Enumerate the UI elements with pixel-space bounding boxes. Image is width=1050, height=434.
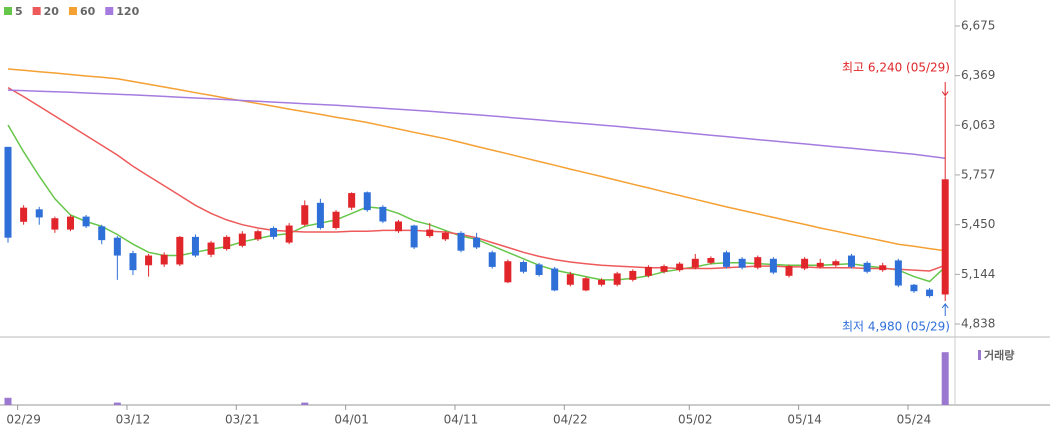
candle-body xyxy=(238,233,246,246)
candle-body xyxy=(566,274,574,285)
candle-body xyxy=(207,242,215,255)
candle-body xyxy=(863,262,871,272)
candle-body xyxy=(176,236,184,265)
y-tick-label: 5,450 xyxy=(961,217,995,231)
candle-body xyxy=(785,266,793,276)
legend-swatch xyxy=(105,7,114,15)
candle-body xyxy=(145,255,153,266)
candle-body xyxy=(441,232,449,240)
volume-bar xyxy=(4,397,12,405)
candle-body xyxy=(473,237,481,248)
candle-body xyxy=(613,273,621,285)
legend-label: 60 xyxy=(80,5,96,18)
candle-body xyxy=(801,258,809,269)
candle-body xyxy=(754,257,762,268)
y-tick-label: 5,144 xyxy=(961,267,995,281)
candle-body xyxy=(691,258,699,268)
y-tick-label: 6,369 xyxy=(961,68,995,82)
candle-body xyxy=(66,216,74,230)
x-tick-label: 03/21 xyxy=(225,413,260,427)
legend-label: 120 xyxy=(116,5,139,18)
candle-body xyxy=(395,221,402,232)
x-tick-label: 03/12 xyxy=(116,413,151,427)
candle-body xyxy=(926,289,934,297)
x-tick-label: 05/14 xyxy=(787,413,822,427)
low-arrow xyxy=(941,303,949,316)
candle-body xyxy=(535,264,543,276)
candle-body xyxy=(551,268,559,291)
candle-body xyxy=(910,284,918,292)
x-tick-label: 04/22 xyxy=(553,413,588,427)
candle-body xyxy=(426,229,434,237)
candle-body xyxy=(598,279,606,285)
volume-legend-swatch xyxy=(978,350,981,360)
candle-body xyxy=(879,265,887,271)
candle-body xyxy=(738,258,746,268)
candle-body xyxy=(191,236,199,256)
x-tick-label: 05/24 xyxy=(897,413,932,427)
candle-body xyxy=(941,179,949,295)
ma-line xyxy=(7,89,946,159)
candle-body xyxy=(769,258,777,273)
legend-swatch xyxy=(68,7,77,15)
volume-bar xyxy=(941,352,949,405)
volume-bar xyxy=(113,402,121,405)
candle-body xyxy=(160,254,168,265)
x-tick-label: 04/11 xyxy=(444,413,479,427)
candle-body xyxy=(816,262,824,267)
candle-body xyxy=(644,266,652,276)
y-tick-label: 6,675 xyxy=(961,19,995,33)
legend-label: 20 xyxy=(44,5,60,18)
ma-line xyxy=(7,68,946,252)
candle-body xyxy=(660,266,668,272)
volume-bar xyxy=(301,402,309,405)
candle-body xyxy=(98,226,106,241)
candle-body xyxy=(301,205,309,225)
candle-body xyxy=(379,206,387,222)
candle-body xyxy=(847,255,855,267)
candle-body xyxy=(676,263,684,271)
candle-body xyxy=(129,253,137,271)
candle-body xyxy=(707,257,715,263)
candle-body xyxy=(582,278,590,291)
candle-body xyxy=(363,192,371,211)
x-tick-label: 04/01 xyxy=(334,413,369,427)
x-tick-label: 05/02 xyxy=(678,413,713,427)
volume-legend-label: 거래량 xyxy=(984,348,1014,362)
candle-body xyxy=(348,193,356,208)
candle-body xyxy=(504,261,512,283)
candle-body xyxy=(20,207,28,222)
candle-body xyxy=(519,262,527,272)
high-annotation: 최고 6,240 (05/29) xyxy=(842,61,950,75)
x-tick-label: 02/29 xyxy=(6,413,41,427)
legend-swatch xyxy=(32,7,41,15)
y-tick-label: 5,757 xyxy=(961,167,995,181)
candle-body xyxy=(113,237,121,256)
candle-body xyxy=(410,225,418,248)
y-tick-label: 6,063 xyxy=(961,118,995,132)
candle-body xyxy=(254,231,262,240)
y-tick-label: 4,838 xyxy=(961,317,995,331)
legend-label: 5 xyxy=(15,5,23,18)
candle-body xyxy=(629,270,637,280)
candle-body xyxy=(457,232,465,251)
low-annotation: 최저 4,980 (05/29) xyxy=(842,320,950,334)
candle-body xyxy=(316,202,324,228)
candle-body xyxy=(723,252,731,267)
candle-body xyxy=(332,211,340,228)
candle-body xyxy=(82,216,90,227)
candle-body xyxy=(285,225,293,243)
legend-swatch xyxy=(4,7,12,15)
high-arrow xyxy=(941,82,949,97)
candle-body xyxy=(51,218,59,230)
candle-body xyxy=(35,209,43,218)
candle-body xyxy=(488,252,496,267)
candle-body xyxy=(4,146,12,238)
legend: 5 20 60 120 xyxy=(4,5,140,18)
candle-body xyxy=(270,227,278,237)
candle-body xyxy=(894,260,902,286)
candle-body xyxy=(223,236,231,250)
candle-body xyxy=(832,261,840,266)
